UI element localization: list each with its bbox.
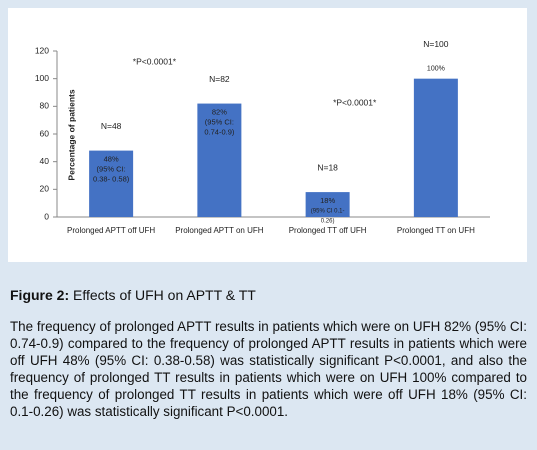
chart: Percentage of patients 0 20 40 60 80 100 120 Pr… (8, 8, 527, 262)
caption-label: Figure 2: (10, 287, 70, 303)
y-tick-label: 0 (44, 211, 49, 221)
n-label: N=48 (101, 121, 122, 131)
ci-label: (95% CI: (97, 165, 126, 174)
caption: Figure 2: Effects of UFH on APTT & TT (10, 287, 256, 303)
y-tick-label: 60 (40, 128, 50, 138)
ci-label: 0.26) (321, 219, 335, 225)
bar (413, 78, 458, 218)
ci-label: 0.38- 0.58) (93, 175, 130, 184)
paragraph: The frequency of prolonged APTT results … (10, 319, 527, 419)
y-tick-label: 80 (40, 101, 50, 111)
y-axis-label: Percentage of patients (66, 89, 76, 180)
n-label: N=82 (209, 74, 230, 84)
value-label: 18% (320, 196, 335, 205)
x-tick-label: Prolonged TT off UFH (289, 226, 367, 235)
caption-title: Effects of UFH on APTT & TT (73, 287, 256, 303)
value-label: 100% (427, 66, 445, 73)
y-tick-label: 40 (40, 156, 50, 166)
x-tick-label: Prolonged TT on UFH (397, 226, 475, 235)
bar (305, 192, 350, 217)
y-tick-label: 100 (35, 73, 49, 83)
x-tick-label: Prolonged APTT on UFH (175, 226, 264, 235)
ci-label: (95% CI 0.1- (311, 209, 345, 215)
bar (197, 103, 242, 217)
value-label: 48% (104, 155, 119, 164)
n-label: N=100 (423, 39, 449, 49)
annotation: *P<0.0001* (333, 97, 377, 107)
annotation: *P<0.0001* (133, 56, 177, 66)
y-tick-label: 120 (35, 45, 49, 55)
n-label: N=18 (317, 162, 338, 172)
bar (89, 150, 134, 217)
ci-label: 0.74-0.9) (204, 128, 235, 137)
y-tick-label: 20 (40, 184, 50, 194)
ci-label: (95% CI: (205, 118, 234, 127)
x-tick-label: Prolonged APTT off UFH (67, 226, 155, 235)
value-label: 82% (212, 108, 227, 117)
